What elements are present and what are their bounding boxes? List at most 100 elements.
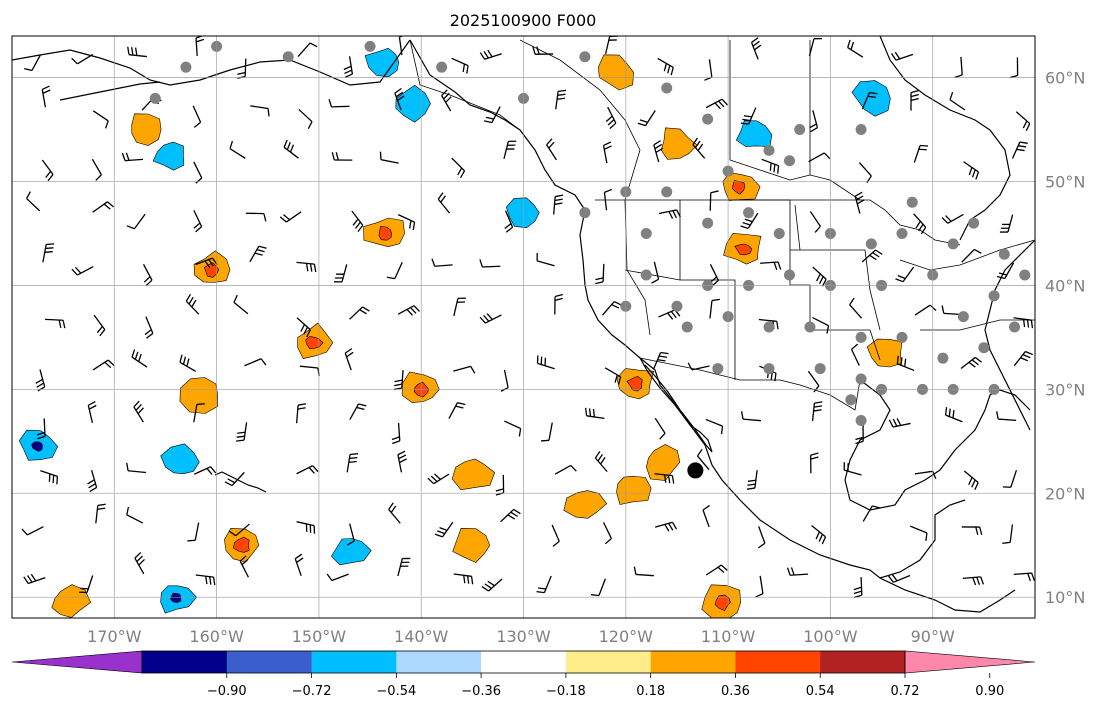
- wind-barb: [888, 574, 911, 583]
- wind-barb: [192, 105, 202, 128]
- colorbar-segment: [142, 651, 228, 673]
- wind-barb: [808, 37, 822, 57]
- wind-barb: [658, 209, 681, 219]
- wind-barb-layer: [21, 36, 1035, 599]
- wind-barb: [740, 411, 761, 422]
- colorbar-tick-label: −0.18: [546, 684, 586, 699]
- positive-field-region: [131, 113, 162, 146]
- wind-barb: [195, 36, 205, 56]
- colorbar-tick-label: 0.18: [636, 684, 665, 699]
- station-marker: [579, 207, 591, 219]
- station-marker: [763, 363, 775, 375]
- station-marker: [640, 269, 652, 281]
- negative-field-region: [505, 197, 540, 229]
- wind-barb: [187, 522, 200, 542]
- wind-barb: [651, 261, 660, 284]
- wind-barb: [944, 407, 963, 423]
- wind-barb: [133, 400, 144, 423]
- wind-barb: [388, 502, 401, 524]
- longitude-labels: 170°W 160°W 150°W 140°W 130°W 120°W 110°W 100°W…: [87, 627, 955, 646]
- station-marker: [282, 51, 294, 63]
- wind-barb: [755, 575, 764, 598]
- wind-barb: [812, 266, 827, 287]
- colorbar-segment: [820, 651, 906, 673]
- wind-barb: [93, 314, 106, 337]
- wind-barb: [551, 524, 560, 547]
- coastline-na-west: [409, 39, 966, 579]
- station-marker: [364, 40, 376, 52]
- wind-barb: [427, 473, 450, 485]
- wind-barb: [654, 417, 666, 440]
- station-marker: [783, 155, 795, 167]
- station-marker: [681, 321, 693, 333]
- wind-barb: [126, 462, 147, 474]
- longitude-label: 90°W: [911, 627, 955, 646]
- wind-barb: [602, 522, 612, 545]
- positive-field-core: [734, 243, 753, 256]
- wind-barb: [193, 210, 203, 233]
- wind-barb: [854, 191, 865, 214]
- wind-barb: [250, 105, 270, 117]
- wind-barb: [554, 464, 577, 475]
- highlight-point-marker: [687, 462, 704, 479]
- wind-barb: [760, 261, 782, 271]
- wind-barb: [179, 354, 197, 372]
- wind-barb: [23, 573, 46, 585]
- wind-barb: [193, 466, 217, 475]
- wind-barb: [328, 99, 350, 108]
- negative-field-region: [331, 538, 372, 566]
- station-marker: [661, 82, 673, 94]
- station-marker: [855, 331, 867, 343]
- wind-barb: [895, 266, 915, 283]
- coastline-gulf: [844, 379, 1031, 511]
- latitude-label: 40°N: [1045, 276, 1085, 295]
- wind-barb: [87, 400, 97, 423]
- wind-barb: [296, 317, 311, 338]
- station-marker: [947, 238, 959, 250]
- wind-barb: [554, 293, 563, 315]
- wind-barb: [590, 578, 606, 597]
- map-panel: [11, 35, 1036, 619]
- wind-barb: [79, 575, 94, 594]
- longitude-label: 120°W: [599, 627, 654, 646]
- wind-barb: [233, 294, 249, 315]
- wind-barb: [602, 141, 612, 164]
- wind-barb: [92, 201, 114, 213]
- wind-barb: [811, 401, 823, 422]
- wind-barb: [142, 264, 153, 287]
- wind-barb: [914, 470, 937, 479]
- wind-barb: [297, 42, 318, 57]
- wind-barb: [960, 356, 983, 369]
- wind-barb: [843, 462, 862, 476]
- colorbar-tick-label: −0.36: [461, 684, 501, 699]
- wind-barb: [890, 51, 914, 61]
- wind-barb: [809, 211, 821, 233]
- wind-barb: [294, 553, 304, 576]
- wind-barb: [709, 264, 719, 287]
- station-marker: [804, 321, 816, 333]
- wind-barb: [95, 503, 106, 524]
- station-marker: [845, 394, 857, 406]
- positive-field-region: [452, 527, 491, 563]
- wind-barb: [913, 213, 927, 235]
- station-marker: [436, 61, 448, 73]
- wind-barb: [847, 39, 864, 58]
- wind-barb: [296, 261, 317, 273]
- wind-barb: [441, 89, 452, 112]
- wind-barb: [696, 448, 710, 471]
- wind-barb: [746, 470, 758, 490]
- negative-field-region: [160, 443, 200, 475]
- station-marker: [661, 186, 673, 198]
- station-marker: [906, 196, 918, 208]
- station-marker: [702, 217, 714, 229]
- wind-barb: [603, 188, 613, 211]
- station-marker: [937, 352, 949, 364]
- wind-barb: [279, 211, 302, 223]
- wind-barb: [1013, 317, 1034, 329]
- aleutians: [59, 81, 161, 101]
- colorbar-segment: [650, 651, 736, 673]
- wind-barb: [888, 417, 911, 428]
- negative-field-region: [364, 47, 400, 78]
- wind-barb: [479, 313, 502, 324]
- wind-barb: [394, 87, 405, 111]
